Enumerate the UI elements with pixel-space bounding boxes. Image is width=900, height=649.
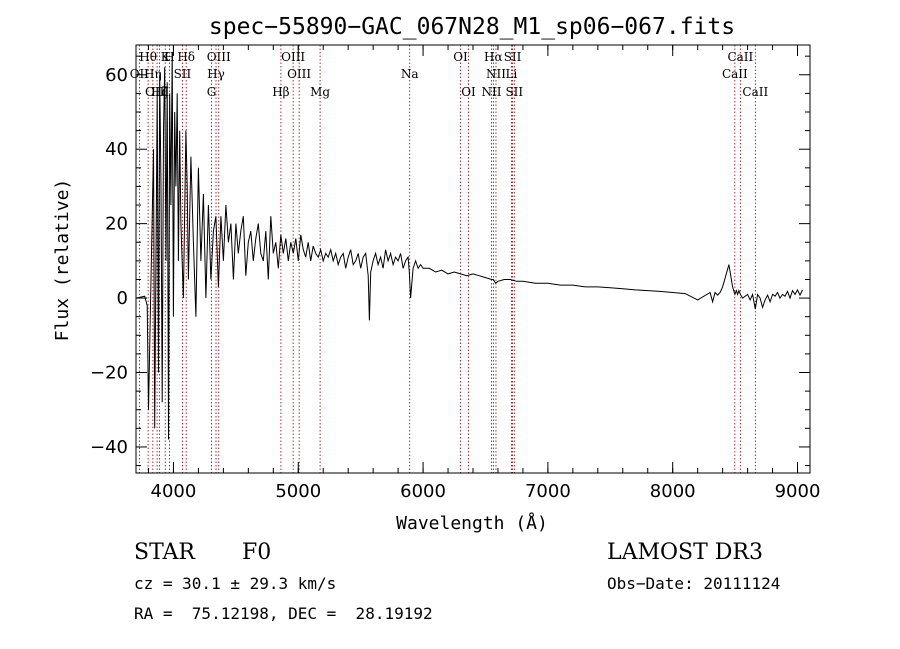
spectrum-line (135, 52, 803, 440)
line-label: OIII (145, 85, 169, 99)
x-tick-label: 4000 (151, 481, 197, 502)
line-label: SII (504, 50, 522, 64)
line-label: Hγ (207, 67, 225, 81)
line-label: Na (401, 67, 419, 81)
line-label: H (164, 50, 174, 64)
line-label: CaII (722, 67, 748, 81)
y-tick-label: 20 (105, 214, 128, 235)
line-label: OII (130, 67, 150, 81)
y-tick-label: 60 (105, 65, 128, 86)
line-label: OI (461, 85, 476, 99)
survey-label: LAMOST DR3 (607, 540, 763, 565)
x-tick-label: 6000 (400, 481, 446, 502)
observation-date: Obs−Date: 20111124 (607, 574, 781, 593)
x-tick-label: 8000 (650, 481, 696, 502)
y-axis: −40 −20 0 20 40 60 (90, 55, 810, 467)
line-label: Hβ (272, 85, 289, 99)
y-tick-label: 40 (105, 139, 128, 160)
line-label: Li (506, 67, 518, 81)
x-tick-label: 5000 (275, 481, 321, 502)
spectral-line-markers (138, 45, 756, 473)
redshift-value: cz = 30.1 ± 29.3 km/s (134, 574, 337, 593)
line-label: Mg (310, 85, 330, 99)
line-label: Hα (484, 50, 503, 64)
line-label: NII (486, 67, 506, 81)
line-label: Hθ (139, 50, 157, 64)
line-label: K (161, 50, 171, 64)
y-axis-label: Flux (relative) (52, 179, 73, 342)
x-tick-label: 9000 (775, 481, 821, 502)
line-label: Hδ (177, 50, 195, 64)
x-tick-label: 7000 (525, 481, 571, 502)
line-label: CaII (727, 50, 753, 64)
object-class: STAR (134, 540, 195, 565)
line-label: NII (481, 85, 501, 99)
ra-dec-coordinates: RA = 75.12198, DEC = 28.19192 (134, 604, 433, 623)
y-tick-label: 0 (117, 288, 128, 309)
line-label: OIII (281, 50, 305, 64)
line-label: SII (174, 67, 192, 81)
spectrum-series (135, 52, 803, 440)
spectral-subclass: F0 (242, 540, 272, 565)
line-label: SII (505, 85, 523, 99)
spectrum-chart: spec−55890−GAC_067N28_M1_sp06−067.fits H… (52, 14, 821, 534)
chart-title: spec−55890−GAC_067N28_M1_sp06−067.fits (209, 14, 735, 40)
line-label: OI (453, 50, 468, 64)
y-tick-label: −20 (90, 363, 128, 384)
line-label: OIII (287, 67, 311, 81)
x-axis-label: Wavelength (Å) (396, 512, 548, 534)
plot-frame (135, 44, 811, 474)
x-axis: 4000 5000 6000 7000 8000 9000 (147, 45, 821, 502)
y-tick-label: −40 (90, 437, 128, 458)
line-label: G (207, 85, 217, 99)
line-label: OIII (207, 50, 231, 64)
line-label: Hη (144, 67, 162, 81)
line-label: CaII (742, 85, 768, 99)
